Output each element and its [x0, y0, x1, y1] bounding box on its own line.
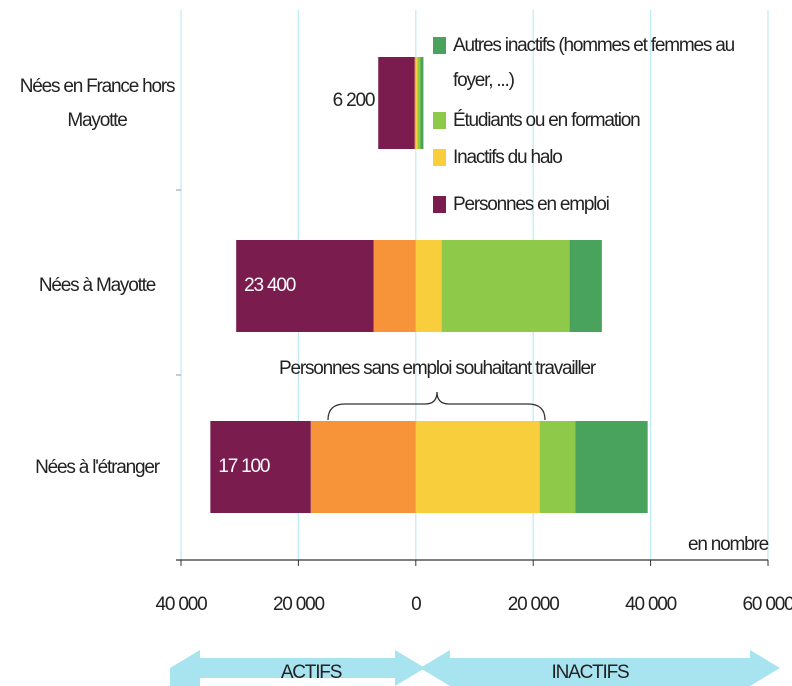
x-tick-label: 20 000: [273, 594, 325, 615]
x-tick-label: 20 000: [508, 594, 560, 615]
legend-swatch: [433, 149, 446, 166]
bar-segment: [575, 421, 648, 513]
bar-segment: [539, 421, 576, 513]
bar-segment: [236, 240, 374, 332]
actifs-label: ACTIFS: [281, 662, 342, 683]
legend-label: Inactifs du halo: [453, 147, 563, 168]
category-label: Nées à l'étranger: [35, 457, 160, 478]
x-tick-label: 40 000: [625, 594, 677, 615]
category-label: Nées en France hors Mayotte: [19, 76, 176, 131]
annotation-brace: [327, 391, 546, 421]
legend-item: Personnes en emploi: [433, 187, 773, 222]
legend-label: Autres inactifs (hommes et femmes au foy…: [453, 35, 735, 91]
bar-segment: [415, 57, 418, 149]
actifs-arrow-head: [395, 650, 425, 686]
x-axis-label: en nombre: [688, 534, 769, 555]
bar-segment: [415, 240, 442, 332]
actifs-arrow: [170, 650, 395, 686]
legend-label: Personnes en emploi: [453, 194, 610, 215]
legend-item: Inactifs du halo: [433, 140, 773, 175]
value-label: 17 100: [218, 456, 270, 477]
bar-segment: [417, 57, 421, 149]
x-tick-label: 40 000: [156, 594, 208, 615]
bar-segment: [420, 57, 424, 149]
legend-swatch: [433, 196, 446, 213]
legend-item: Étudiants ou en formation: [433, 103, 773, 138]
value-label: 6 200: [333, 90, 375, 111]
legend-swatch: [433, 112, 446, 129]
bar-segment: [415, 421, 540, 513]
bar-segment: [569, 240, 602, 332]
value-label: 23 400: [244, 275, 296, 296]
inactifs-label: INACTIFS: [552, 662, 629, 683]
arrows: [170, 650, 780, 686]
legend-item: Autres inactifs (hommes et femmes au foy…: [433, 28, 773, 98]
bar-segment: [310, 421, 416, 513]
legend-swatch: [433, 37, 446, 54]
bar-segment: [441, 240, 570, 332]
x-tick-label: 60 000: [743, 594, 792, 615]
legend-label: Étudiants ou en formation: [453, 110, 641, 131]
bar-segment: [373, 240, 416, 332]
bar-segment: [378, 57, 415, 149]
inactifs-arrow: [420, 650, 780, 686]
annotation: Personnes sans emploi souhaitant travail…: [279, 358, 597, 379]
bar-segment: [414, 57, 416, 149]
x-tick-label: 0: [411, 594, 421, 615]
bar-segment: [210, 421, 311, 513]
category-label: Nées à Mayotte: [38, 275, 156, 296]
